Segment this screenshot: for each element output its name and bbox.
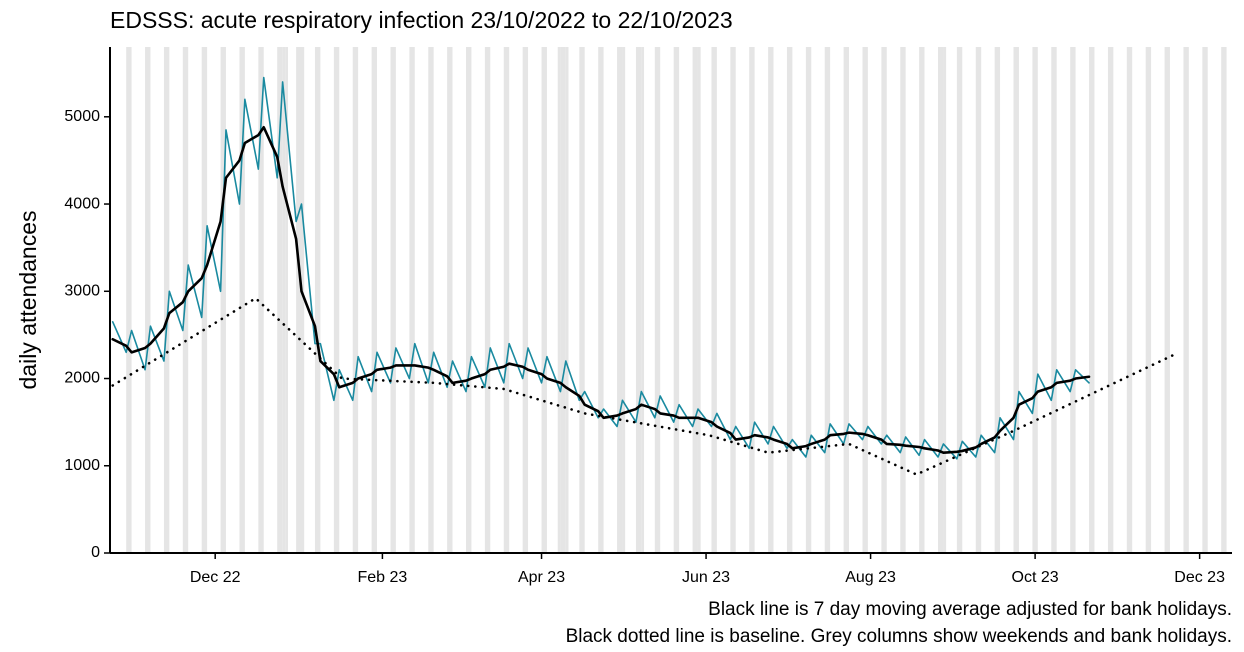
weekend-column [522, 47, 529, 553]
weekend-column [805, 47, 812, 553]
bank-holiday-column [301, 47, 305, 553]
weekend-column [1164, 47, 1170, 553]
weekend-column [1089, 47, 1095, 553]
weekend-column [314, 47, 321, 553]
weekend-column [466, 47, 472, 553]
bank-holiday-column [565, 47, 569, 553]
weekend-column [938, 47, 944, 553]
weekend-column [541, 47, 547, 553]
weekend-column [598, 47, 604, 553]
y-axis-label: daily attendances [15, 210, 41, 389]
weekend-column [1032, 47, 1038, 553]
weekend-column [843, 47, 850, 553]
weekend-column [1107, 47, 1114, 553]
bank-holiday-column [285, 47, 289, 553]
weekend-column [975, 47, 982, 553]
weekend-column [994, 47, 1001, 553]
weekend-column [711, 47, 717, 553]
weekend-column [560, 47, 566, 553]
weekend-column [919, 47, 925, 553]
weekend-column [730, 47, 736, 553]
weekend-column [881, 47, 887, 553]
y-tick-label: 5000 [64, 108, 100, 125]
bank-holiday-column [282, 47, 286, 553]
weekend-column [635, 47, 642, 553]
weekend-column [1013, 47, 1019, 553]
weekend-column [126, 47, 132, 553]
caption: Black line is 7 day moving average adjus… [708, 599, 1232, 620]
x-tick-label: Feb 23 [358, 569, 408, 586]
caption: Black dotted line is baseline. Grey colu… [566, 626, 1232, 647]
weekend-column [145, 47, 151, 553]
weekend-column [390, 47, 396, 553]
weekend-column [1221, 47, 1227, 553]
weekend-column [409, 47, 415, 553]
bank-holiday-column [641, 47, 645, 553]
weekend-column [1183, 47, 1189, 553]
x-tick-label: Oct 23 [1012, 569, 1059, 586]
weekend-column [277, 47, 283, 553]
weekend-column [617, 47, 623, 553]
weekend-column [258, 47, 264, 553]
weekend-column [447, 47, 453, 553]
bank-holiday-column [622, 47, 626, 553]
weekend-column [824, 47, 831, 553]
weekend-column [786, 47, 793, 553]
x-tick-label: Dec 22 [190, 569, 241, 586]
x-tick-label: Dec 23 [1174, 569, 1225, 586]
weekend-column [239, 47, 245, 553]
x-tick-label: Aug 23 [845, 569, 896, 586]
weekend-column [654, 47, 661, 553]
bank-holiday-column [557, 47, 561, 553]
weekend-column [692, 47, 698, 553]
weekend-column [163, 47, 170, 553]
weekend-column [503, 47, 510, 553]
weekend-column [1070, 47, 1076, 553]
weekend-column [333, 47, 340, 553]
weekend-column [1145, 47, 1152, 553]
weekend-column [1202, 47, 1208, 553]
bank-holiday-column [943, 47, 947, 553]
weekend-column [484, 47, 491, 553]
weekend-column [749, 47, 755, 553]
y-tick-label: 3000 [64, 282, 100, 299]
y-tick-label: 0 [91, 544, 100, 561]
weekend-column [296, 47, 302, 553]
series-line [111, 125, 1091, 454]
weekend-column [201, 47, 208, 553]
y-tick-label: 4000 [64, 195, 100, 212]
weekend-column [673, 47, 680, 553]
weekend-column [900, 47, 906, 553]
x-tick-label: Jun 23 [682, 569, 730, 586]
y-tick-label: 1000 [64, 457, 100, 474]
x-tick-label: Apr 23 [518, 569, 565, 586]
weekend-column [352, 47, 359, 553]
weekend-column [862, 47, 868, 553]
weekend-column [579, 47, 585, 553]
weekend-column [1126, 47, 1133, 553]
weekend-column [768, 47, 774, 553]
weekend-column [220, 47, 226, 553]
weekend-column [1051, 47, 1057, 553]
chart-title: EDSSS: acute respiratory infection 23/10… [110, 7, 733, 33]
y-tick-label: 2000 [64, 370, 100, 387]
weekend-column [956, 47, 963, 553]
bank-holiday-column [697, 47, 701, 553]
weekend-column [371, 47, 378, 553]
weekend-column [428, 47, 434, 553]
